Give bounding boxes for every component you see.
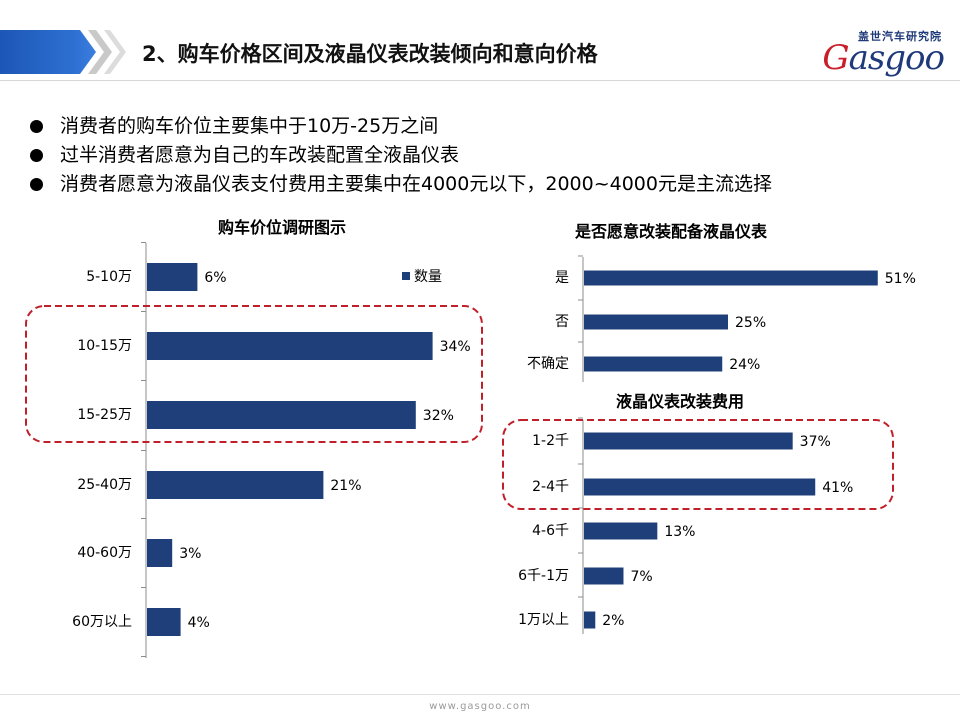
gasgoo-logo: 盖世汽车研究院 Gasgoo — [800, 28, 946, 78]
chart3-highlight-box — [502, 419, 894, 510]
chart1-bar — [147, 401, 416, 429]
bullet-text: 消费者的购车价位主要集中于10万-25万之间 — [60, 115, 439, 137]
chart1-category-label: 5-10万 — [86, 269, 132, 285]
chart1-bar — [147, 471, 324, 499]
summary-bullets: 消费者的购车价位主要集中于10万-25万之间 过半消费者愿意为自己的车改装配置全… — [30, 112, 772, 199]
chart3-category-label: 2-4千 — [532, 479, 569, 495]
chart2-category-label: 不确定 — [527, 356, 569, 372]
bullet-item: 消费者愿意为液晶仪表支付费用主要集中在4000元以下，2000~4000元是主流… — [30, 170, 772, 199]
logo-en-text: Gasgoo — [822, 38, 945, 78]
chart1-bar — [147, 608, 181, 636]
chart1-bar — [147, 263, 198, 291]
chart1-value-label: 32% — [423, 408, 454, 424]
chart1-value-label: 34% — [440, 339, 471, 355]
chart3-category-label: 6千-1万 — [518, 568, 569, 584]
chart1-value-label: 21% — [330, 478, 361, 494]
chart1-category-label: 60万以上 — [72, 614, 132, 630]
chart2-category-label: 是 — [555, 270, 569, 286]
chart2-value-label: 24% — [729, 357, 760, 373]
chart2-bar — [584, 270, 878, 286]
chart1-category-label: 15-25万 — [77, 407, 132, 423]
chart2-value-label: 51% — [885, 271, 916, 287]
chart1-value-label: 3% — [179, 546, 201, 562]
bullet-text: 消费者愿意为液晶仪表支付费用主要集中在4000元以下，2000~4000元是主流… — [60, 173, 772, 195]
chart1-value-label: 6% — [204, 270, 226, 286]
footer-divider — [0, 694, 960, 695]
chart1-legend-swatch — [402, 272, 410, 280]
bullet-dot-icon — [30, 178, 43, 191]
chart3-bar — [584, 611, 596, 629]
chart3-bar — [584, 522, 658, 540]
chart1-category-label: 40-60万 — [77, 545, 132, 561]
chart1-value-label: 4% — [188, 615, 210, 631]
chart3-category-label: 1-2千 — [532, 433, 569, 449]
chart2-value-label: 25% — [735, 315, 766, 331]
logo-cn-text: 盖世汽车研究院 — [858, 30, 942, 43]
chart3-value-label: 7% — [630, 569, 652, 585]
chart2-bar — [584, 314, 728, 330]
chart1-legend-label: 数量 — [414, 269, 442, 285]
logo-en-first: G — [822, 38, 849, 78]
chart1-title: 购车价位调研图示 — [218, 218, 347, 237]
chart1-bar — [147, 539, 173, 567]
chart2-bar — [584, 356, 723, 372]
chart3-bar — [584, 432, 793, 450]
logo-en-rest: asgoo — [848, 38, 945, 78]
chart3-value-label: 13% — [664, 524, 695, 540]
chart3-category-label: 4-6千 — [532, 523, 569, 539]
page-title: 2、购车价格区间及液晶仪表改装倾向和意向价格 — [142, 42, 598, 66]
chart1-category-label: 10-15万 — [77, 338, 132, 354]
bullet-dot-icon — [30, 120, 43, 133]
chart3-value-label: 37% — [800, 434, 831, 450]
header-accent-band — [0, 30, 126, 74]
chart3-value-label: 41% — [822, 480, 853, 496]
chart1-bar — [147, 332, 433, 360]
chart1-highlight-box — [25, 305, 483, 443]
header-accent-graphic — [0, 30, 126, 74]
chart2-title: 是否愿意改装配备液晶仪表 — [575, 222, 768, 241]
chart2-category-label: 否 — [555, 314, 569, 330]
chart3-bar — [584, 478, 816, 496]
footer-url: www.gasgoo.com — [429, 701, 531, 712]
chart3-value-label: 2% — [602, 613, 624, 629]
chart3-bar — [584, 567, 624, 585]
bullet-item: 过半消费者愿意为自己的车改装配置全液晶仪表 — [30, 141, 772, 170]
bullet-item: 消费者的购车价位主要集中于10万-25万之间 — [30, 112, 772, 141]
chart3-title: 液晶仪表改装费用 — [616, 392, 745, 411]
chart3-category-label: 1万以上 — [518, 612, 569, 628]
bullet-text: 过半消费者愿意为自己的车改装配置全液晶仪表 — [60, 144, 460, 166]
chart1-category-label: 25-40万 — [77, 477, 132, 493]
bullet-dot-icon — [30, 149, 43, 162]
header-divider — [0, 80, 960, 81]
